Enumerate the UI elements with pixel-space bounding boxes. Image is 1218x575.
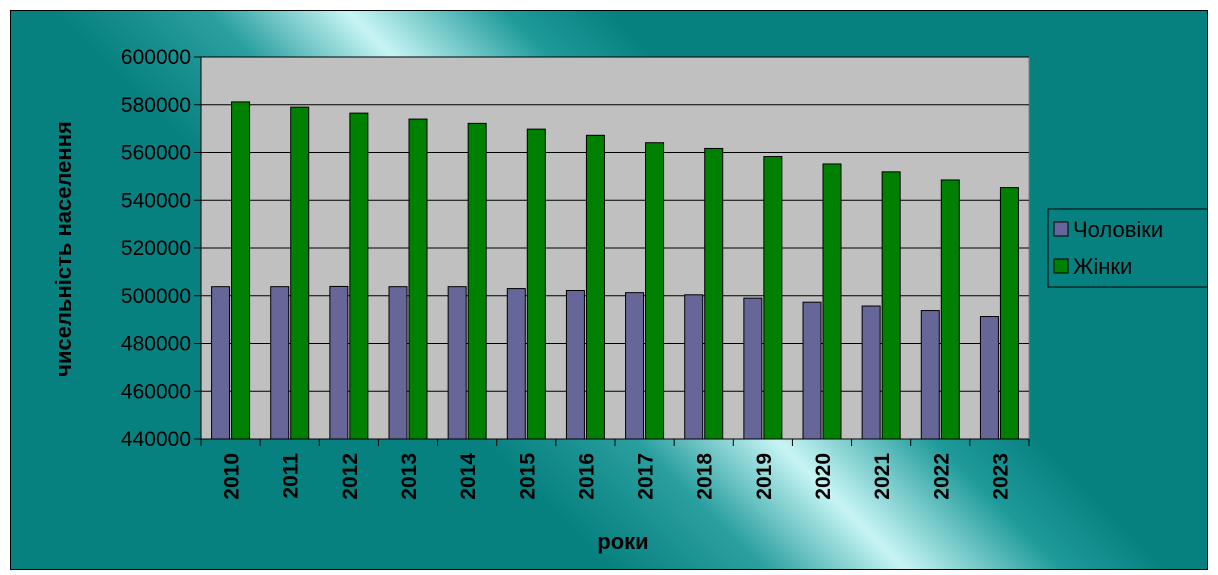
bar-men	[447, 286, 467, 440]
bar-women	[704, 147, 724, 440]
bar-women	[881, 171, 901, 440]
bar-men	[625, 292, 645, 440]
axes	[194, 56, 1030, 446]
bar-men	[979, 316, 999, 440]
y-tick-label: 500000	[121, 285, 191, 308]
x-tick-labels: 2010 2011 2012 2013 2014 2015 2016 2017 2018 2019…	[221, 453, 1013, 500]
bar-women	[349, 112, 369, 440]
bar-women	[526, 128, 546, 440]
x-tick-label: 2021	[871, 453, 894, 500]
y-tick-label: 520000	[121, 237, 191, 260]
y-tick-label: 460000	[121, 380, 191, 403]
legend-box	[1047, 208, 1207, 288]
bar-chart: 440000 460000 480000 500000 520000 540000 5600…	[51, 46, 1207, 554]
bars	[211, 101, 1019, 440]
bar-men	[802, 301, 822, 440]
y-tick-label: 600000	[121, 46, 191, 69]
bar-women	[645, 142, 665, 440]
x-tick-label: 2010	[221, 453, 244, 500]
bar-men	[565, 289, 585, 440]
bar-men	[920, 310, 940, 440]
bar-women	[290, 106, 310, 440]
bar-women	[467, 122, 487, 440]
y-tick-label: 580000	[121, 94, 191, 117]
legend-swatch-women	[1053, 258, 1069, 274]
bar-women	[585, 134, 605, 440]
bar-men	[743, 297, 763, 440]
bar-women	[822, 163, 842, 440]
x-tick-label: 2015	[516, 453, 539, 500]
y-axis-title: чисельність населення	[51, 121, 76, 377]
x-tick-label: 2020	[812, 453, 835, 500]
y-tick-labels: 440000 460000 480000 500000 520000 540000 5600…	[121, 46, 191, 451]
bar-men	[861, 305, 881, 440]
bar-women	[231, 101, 251, 440]
x-axis-title: роки	[597, 529, 648, 554]
bar-women	[999, 187, 1019, 440]
bar-men	[270, 286, 290, 440]
x-tick-label: 2016	[575, 453, 598, 500]
y-tick-label: 440000	[121, 428, 191, 451]
x-tick-label: 2022	[930, 453, 953, 500]
bar-women	[763, 156, 783, 440]
y-tick-label: 480000	[121, 333, 191, 356]
bar-men	[684, 294, 704, 440]
x-tick-label: 2011	[280, 453, 303, 499]
x-tick-label: 2013	[398, 453, 421, 500]
x-tick-label: 2018	[694, 453, 717, 500]
x-tick-label: 2012	[339, 453, 362, 500]
chart-area: 440000 460000 480000 500000 520000 540000 5600…	[10, 10, 1208, 570]
bar-men	[211, 286, 231, 440]
bar-women	[940, 179, 960, 440]
bar-men	[329, 285, 349, 440]
x-tick-label: 2019	[753, 453, 776, 500]
y-tick-label: 560000	[121, 142, 191, 165]
x-tick-label: 2014	[457, 453, 480, 500]
y-tick-label: 540000	[121, 189, 191, 212]
legend-label-men: Чоловіки	[1073, 217, 1163, 242]
bar-women	[408, 118, 428, 440]
bar-men	[388, 286, 408, 440]
x-tick-label: 2017	[635, 453, 658, 500]
legend-swatch-men	[1053, 221, 1069, 237]
bar-men	[506, 288, 526, 440]
legend-label-women: Жінки	[1073, 254, 1132, 279]
legend: Чоловіки Жінки	[1047, 208, 1207, 288]
x-tick-label: 2023	[989, 453, 1012, 500]
